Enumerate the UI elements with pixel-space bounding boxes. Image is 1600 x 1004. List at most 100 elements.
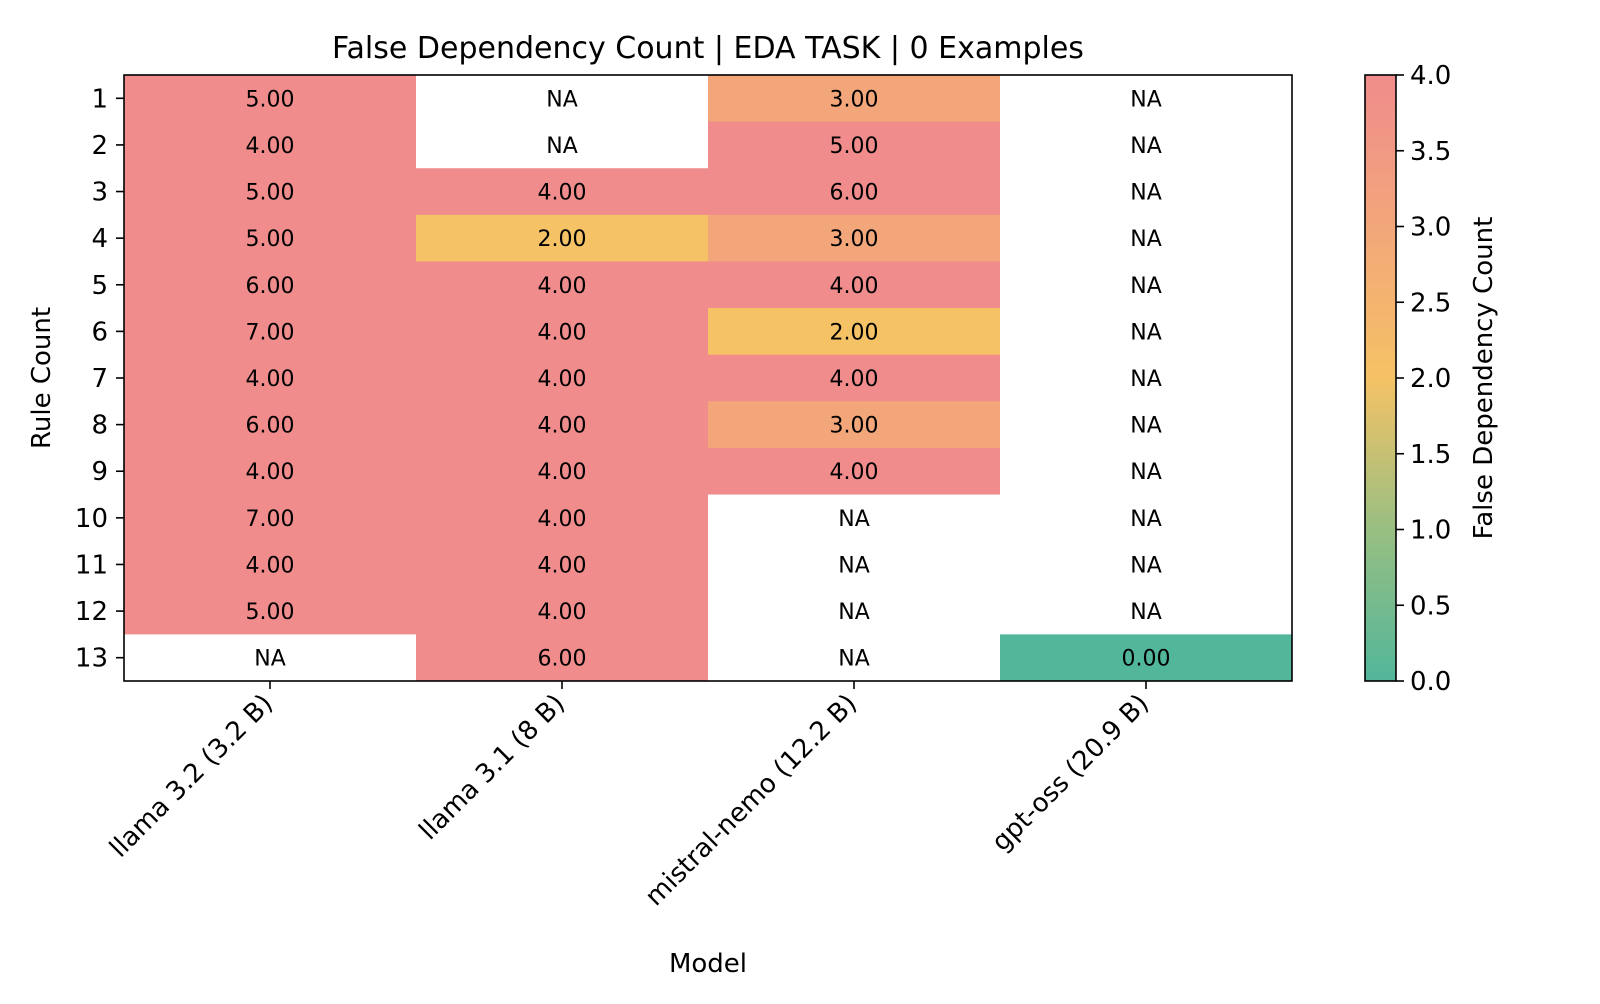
cell-value-label: NA [1130,600,1162,625]
cell-value-label: NA [1130,134,1162,159]
heatmap-cell [416,447,709,496]
heatmap-cell [416,587,709,635]
heatmap-cell [708,401,1001,449]
cell-value-label: NA [1130,367,1162,392]
y-tick-label: 3 [91,178,108,208]
heatmap-cell [416,214,709,262]
x-tick-label: mistral-nemo (12.2 B) [640,689,863,912]
cell-value-label: 5.00 [246,87,295,112]
cell-value-label: 4.00 [246,134,295,159]
heatmap-cell [416,494,709,542]
heatmap-cell [708,75,1001,123]
cell-value-label: NA [546,87,578,112]
y-tick-label: 2 [91,131,108,161]
heatmap-cell [1000,587,1293,635]
colorbar-tick-label: 4.0 [1410,61,1451,91]
cell-value-label: 3.00 [830,414,879,439]
heatmap-cell [416,634,709,682]
colorbar-tick-label: 1.5 [1410,440,1451,470]
y-tick-label: 1 [91,84,108,114]
heatmap-cell [1000,401,1293,449]
heatmap-cell [1000,75,1293,123]
cell-value-label: NA [838,507,870,532]
heatmap-cell [124,447,417,496]
heatmap-cell [416,541,709,589]
cell-value-label: 4.00 [538,274,587,299]
cell-value-label: 4.00 [538,600,587,625]
cell-value-label: 6.00 [246,274,295,299]
x-tick-label: gpt-oss (20.9 B) [986,689,1155,858]
colorbar-tick-label: 3.0 [1410,213,1451,243]
heatmap-cell [1000,261,1293,309]
heatmap-cell [708,494,1001,542]
colorbar-tick-label: 1.0 [1410,516,1451,546]
cell-value-label: NA [838,647,870,672]
heatmap-cell [124,587,417,635]
colorbar-tick-label: 2.5 [1410,288,1451,318]
x-axis: llama 3.2 (3.2 B) llama 3.1 (8 B) mistral-… [104,681,1155,912]
cell-value-label: 4.00 [538,507,587,532]
colorbar-tick-label: 2.0 [1410,364,1451,394]
heatmap-cell [1000,541,1293,589]
cell-value-label: 3.00 [830,227,879,252]
cell-value-label: 5.00 [830,134,879,159]
heatmap-cell [708,634,1001,682]
heatmap-cell [124,401,417,449]
chart-title: False Dependency Count | EDA TASK | 0 Ex… [332,31,1084,66]
heatmap-cell [1000,168,1293,216]
cell-value-label: NA [838,600,870,625]
heatmap-cell [708,168,1001,216]
cell-value-label: 6.00 [246,414,295,439]
heatmap-cells [124,75,1293,682]
heatmap-cell [1000,634,1293,682]
y-tick-label: 11 [75,550,108,580]
cell-value-label: NA [1130,460,1162,485]
cell-value-label: 6.00 [538,647,587,672]
y-tick-label: 9 [91,457,108,487]
cell-value-label: 4.00 [246,367,295,392]
heatmap-cell [124,261,417,309]
cell-value-label: NA [1130,227,1162,252]
heatmap-cell [124,75,417,123]
heatmap-cell [124,214,417,262]
cell-value-label: NA [1130,87,1162,112]
y-tick-label: 4 [91,224,108,254]
cell-value-label: 5.00 [246,181,295,206]
cell-value-label: 0.00 [1122,647,1171,672]
colorbar-tick-label: 0.5 [1410,591,1451,621]
heatmap-cell [416,354,709,402]
y-tick-label: 5 [91,271,108,301]
cell-value-label: NA [1130,507,1162,532]
cell-value-label: 4.00 [830,367,879,392]
colorbar-tick-label: 0.0 [1410,667,1451,697]
heatmap-cell [416,261,709,309]
cell-value-label: 7.00 [246,320,295,345]
heatmap-cell [124,634,417,682]
cell-value-label: NA [254,647,286,672]
cell-value-label: 5.00 [246,227,295,252]
heatmap-cell [708,121,1001,169]
cell-value-label: 4.00 [830,274,879,299]
heatmap-cell [124,308,417,356]
cell-value-label: 4.00 [246,460,295,485]
heatmap-cell [416,75,709,123]
cell-value-label: 5.00 [246,600,295,625]
cell-value-label: NA [1130,553,1162,578]
x-axis-label: Model [669,949,747,979]
heatmap-cell [124,121,417,169]
colorbar-label: False Dependency Count [1469,217,1499,540]
colorbar: 0.0 0.5 1.0 1.5 2.0 2.5 3.0 3.5 4.0 False Depend… [1364,61,1499,697]
heatmap-cell [416,401,709,449]
heatmap-cell [708,447,1001,496]
y-tick-label: 8 [91,411,108,441]
heatmap-cell [124,541,417,589]
heatmap-cell [708,587,1001,635]
y-tick-label: 6 [91,317,108,347]
heatmap-cell [416,168,709,216]
heatmap-cell [416,121,709,169]
heatmap-cell [708,261,1001,309]
heatmap-cell [708,308,1001,356]
heatmap-cell [1000,447,1293,496]
